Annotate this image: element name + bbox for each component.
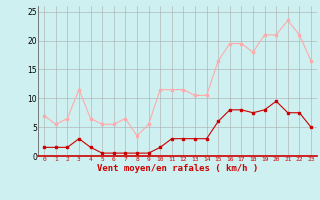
X-axis label: Vent moyen/en rafales ( km/h ): Vent moyen/en rafales ( km/h ) — [97, 164, 258, 173]
